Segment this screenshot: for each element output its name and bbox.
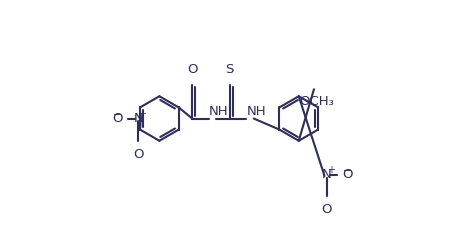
Text: N: N [322, 168, 332, 181]
Text: NH: NH [209, 105, 228, 118]
Text: O: O [322, 203, 332, 216]
Text: O: O [342, 168, 353, 181]
Text: S: S [226, 63, 234, 76]
Text: OCH₃: OCH₃ [299, 95, 334, 108]
Text: O: O [133, 148, 144, 161]
Text: −: − [343, 166, 352, 176]
Text: N: N [133, 112, 143, 125]
Text: +: + [327, 165, 335, 175]
Text: +: + [138, 109, 146, 119]
Text: −: − [113, 110, 122, 120]
Text: O: O [113, 112, 123, 125]
Text: O: O [187, 63, 197, 76]
Text: NH: NH [246, 105, 266, 118]
